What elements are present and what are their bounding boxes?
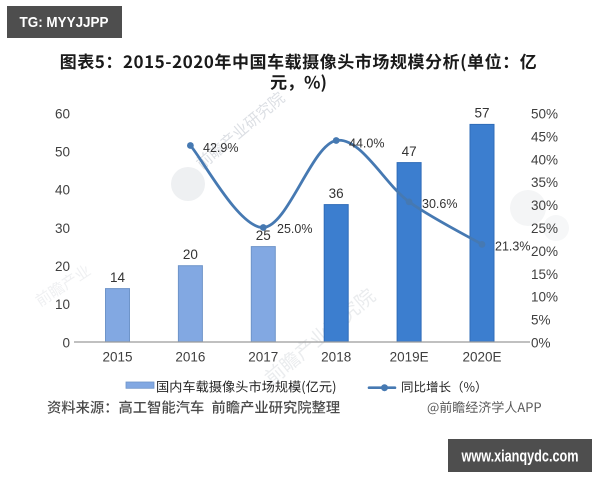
svg-text:30.6%: 30.6% [422, 197, 457, 211]
svg-text:20: 20 [55, 259, 70, 274]
svg-text:2016: 2016 [175, 350, 205, 365]
svg-text:2020E: 2020E [462, 350, 501, 365]
svg-text:2018: 2018 [321, 350, 351, 365]
svg-text:44.0%: 44.0% [349, 136, 384, 150]
svg-text:42.9%: 42.9% [203, 141, 238, 155]
svg-text:60: 60 [55, 106, 70, 121]
svg-text:57: 57 [474, 106, 489, 121]
svg-text:10: 10 [55, 297, 70, 312]
svg-text:40%: 40% [531, 152, 558, 167]
svg-text:21.3%: 21.3% [495, 239, 530, 253]
svg-text:14: 14 [110, 270, 126, 285]
svg-text:40: 40 [55, 183, 70, 198]
svg-text:36: 36 [329, 186, 344, 201]
svg-text:25: 25 [256, 228, 271, 243]
svg-text:50%: 50% [531, 107, 558, 122]
svg-text:2019E: 2019E [390, 350, 429, 365]
svg-text:47: 47 [402, 144, 417, 159]
svg-text:25%: 25% [531, 221, 558, 236]
svg-text:10%: 10% [531, 290, 558, 305]
svg-text:15%: 15% [531, 267, 558, 282]
svg-text:30%: 30% [531, 198, 558, 213]
svg-text:0%: 0% [531, 336, 551, 351]
svg-text:20%: 20% [531, 244, 558, 259]
svg-text:2017: 2017 [248, 350, 278, 365]
svg-text:20: 20 [183, 247, 198, 262]
svg-text:50: 50 [55, 145, 70, 160]
svg-text:45%: 45% [531, 129, 558, 144]
svg-text:25.0%: 25.0% [277, 222, 312, 236]
svg-text:www.xianqydc.com: www.xianqydc.com [461, 447, 579, 466]
svg-text:35%: 35% [531, 175, 558, 190]
svg-text:2015: 2015 [102, 350, 132, 365]
svg-text:TG: MYYJJPP: TG: MYYJJPP [20, 14, 109, 31]
svg-text:0: 0 [62, 335, 70, 350]
svg-text:30: 30 [55, 221, 70, 236]
svg-text:5%: 5% [531, 313, 551, 328]
